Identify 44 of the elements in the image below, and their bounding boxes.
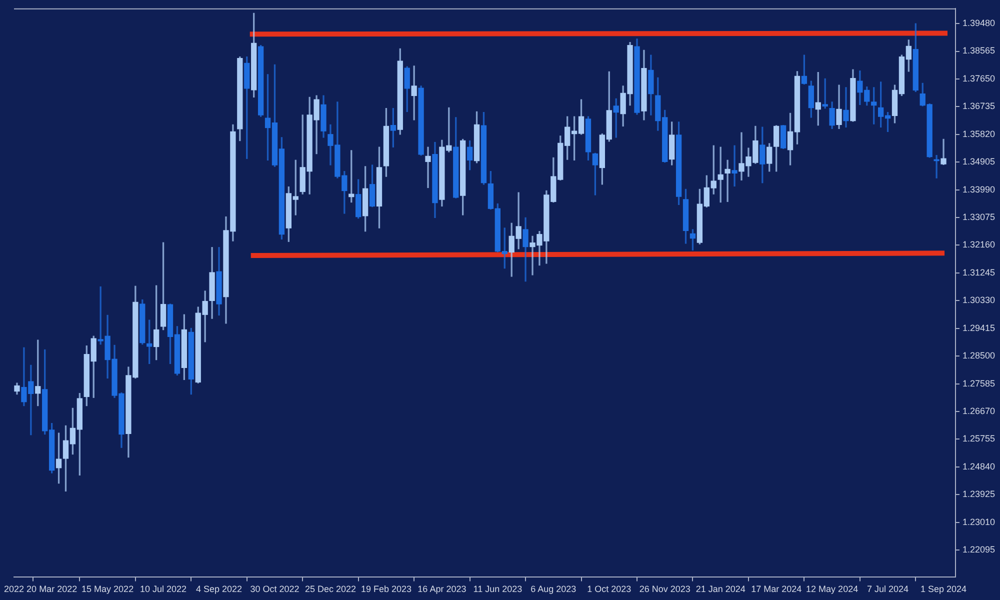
- y-tick-label: 1.25755: [962, 434, 996, 444]
- x-tick-label: 7 Jul 2024: [867, 584, 909, 594]
- x-tick-label: 10 Jul 2022: [140, 584, 187, 594]
- x-tick-label: 20 Mar 2022: [26, 584, 78, 594]
- x-tick-label: 17 Mar 2024: [751, 584, 802, 594]
- x-tick-label: 11 Jun 2023: [473, 584, 522, 594]
- y-tick-label: 1.39480: [962, 18, 996, 28]
- candlestick: [724, 160, 730, 202]
- x-tick-label: 4 Sep 2022: [196, 584, 242, 594]
- y-tick-label: 1.37650: [962, 73, 996, 84]
- y-tick-label: 1.33075: [962, 212, 996, 222]
- candlestick: [934, 154, 940, 178]
- y-tick-label: 1.27585: [962, 378, 996, 388]
- candlestick: [732, 145, 738, 187]
- x-tick-label: 30 Oct 2022: [250, 584, 300, 594]
- y-tick-label: 1.22095: [962, 544, 996, 555]
- y-tick-label: 1.34905: [962, 156, 996, 167]
- x-tick-label: 25 Dec 2022: [304, 584, 356, 594]
- y-tick-label: 1.23010: [962, 516, 996, 527]
- x-tick-label: 21 Jan 2024: [696, 584, 746, 594]
- y-tick-label: 1.31245: [962, 267, 996, 278]
- x-tick-label: 1 Sep 2024: [920, 584, 967, 594]
- candlestick: [411, 66, 417, 120]
- y-tick-label: 1.35820: [962, 128, 996, 139]
- candlestick: [425, 146, 431, 188]
- y-tick-label: 1.28500: [962, 350, 996, 361]
- x-tick-label: 12 May 2024: [806, 584, 858, 594]
- x-tick-label: 26 Nov 2023: [639, 584, 690, 594]
- x-tick-label: 16 Apr 2023: [418, 584, 466, 594]
- y-tick-label: 1.29415: [962, 322, 996, 333]
- x-tick-label: 19 Feb 2023: [360, 584, 412, 594]
- y-tick-label: 1.26670: [962, 406, 996, 416]
- y-tick-label: 1.32160: [962, 240, 996, 250]
- y-tick-label: 1.33990: [962, 184, 996, 194]
- y-tick-label: 1.36735: [962, 101, 996, 112]
- y-tick-label: 1.38565: [962, 46, 996, 56]
- x-tick-label: 1 Oct 2023: [587, 584, 632, 594]
- candlestick: [940, 138, 946, 166]
- y-tick-label: 1.30330: [962, 295, 996, 306]
- x-tick-label: 2022: [4, 584, 24, 594]
- x-tick-label: 15 May 2022: [82, 584, 134, 594]
- x-tick-label: 6 Aug 2023: [530, 584, 576, 594]
- y-tick-label: 1.24840: [962, 461, 996, 472]
- y-tick-label: 1.23925: [962, 489, 996, 500]
